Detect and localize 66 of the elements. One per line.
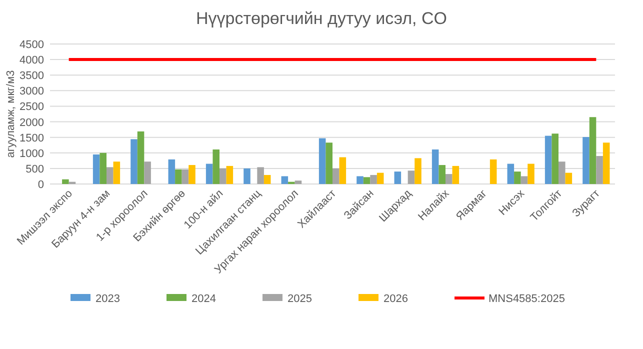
legend-label: 2024 xyxy=(192,293,216,305)
bar xyxy=(363,177,370,184)
bar xyxy=(62,179,69,184)
bar xyxy=(558,162,566,184)
bar xyxy=(168,159,176,184)
y-tick-label: 1000 xyxy=(20,148,44,160)
bar xyxy=(226,166,234,184)
bar xyxy=(544,136,552,184)
y-axis-title: агууламж, мкг/м3 xyxy=(5,70,17,158)
bar xyxy=(137,131,144,184)
bar xyxy=(264,174,271,184)
bar xyxy=(408,170,415,184)
bar xyxy=(318,138,326,184)
bar xyxy=(175,169,182,184)
bar xyxy=(520,176,528,184)
y-tick-label: 4500 xyxy=(20,39,44,51)
bar xyxy=(182,169,189,184)
bar xyxy=(339,157,346,184)
bar xyxy=(244,168,250,184)
bar xyxy=(257,167,264,184)
bar xyxy=(528,164,534,184)
bar xyxy=(565,172,572,184)
y-tick-label: 500 xyxy=(26,163,44,176)
bar xyxy=(370,174,377,184)
bar xyxy=(552,134,558,184)
bar xyxy=(432,149,439,184)
y-tick-label: 1500 xyxy=(20,132,44,144)
legend-label: 2025 xyxy=(288,293,312,305)
bar xyxy=(602,142,610,184)
bar xyxy=(452,166,460,184)
bar xyxy=(220,168,226,184)
bar xyxy=(326,142,332,184)
bar xyxy=(356,176,364,184)
bar xyxy=(438,165,446,184)
bar xyxy=(144,162,151,184)
bar xyxy=(188,165,196,184)
legend-label: MNS4585:2025 xyxy=(488,293,565,305)
bar xyxy=(130,139,138,184)
bar xyxy=(92,154,100,184)
bar xyxy=(394,172,402,184)
bar xyxy=(106,167,114,184)
bar xyxy=(596,156,603,184)
bar xyxy=(414,158,422,184)
bar xyxy=(589,117,596,184)
y-tick-label: 2000 xyxy=(20,116,44,129)
y-tick-label: 4000 xyxy=(20,54,44,67)
chart-title: Нүүрстөрөгчийн дутуу исэл, CO xyxy=(196,9,448,28)
bar xyxy=(113,162,120,184)
legend-label: 2026 xyxy=(384,293,408,305)
bar xyxy=(100,152,106,184)
bar xyxy=(332,168,340,184)
y-tick-label: 3500 xyxy=(20,70,44,82)
bar xyxy=(212,149,220,184)
y-tick-label: 3000 xyxy=(20,86,44,98)
bar xyxy=(281,176,288,184)
bar xyxy=(507,164,514,184)
bar xyxy=(206,164,213,184)
bar xyxy=(514,172,521,184)
bar xyxy=(490,159,497,184)
y-tick-label: 2500 xyxy=(20,101,44,114)
legend-label: 2023 xyxy=(96,293,120,305)
bar xyxy=(582,137,590,184)
bar xyxy=(376,172,384,184)
bar xyxy=(446,174,452,184)
bar xyxy=(294,180,302,184)
y-tick-label: 0 xyxy=(38,179,44,191)
